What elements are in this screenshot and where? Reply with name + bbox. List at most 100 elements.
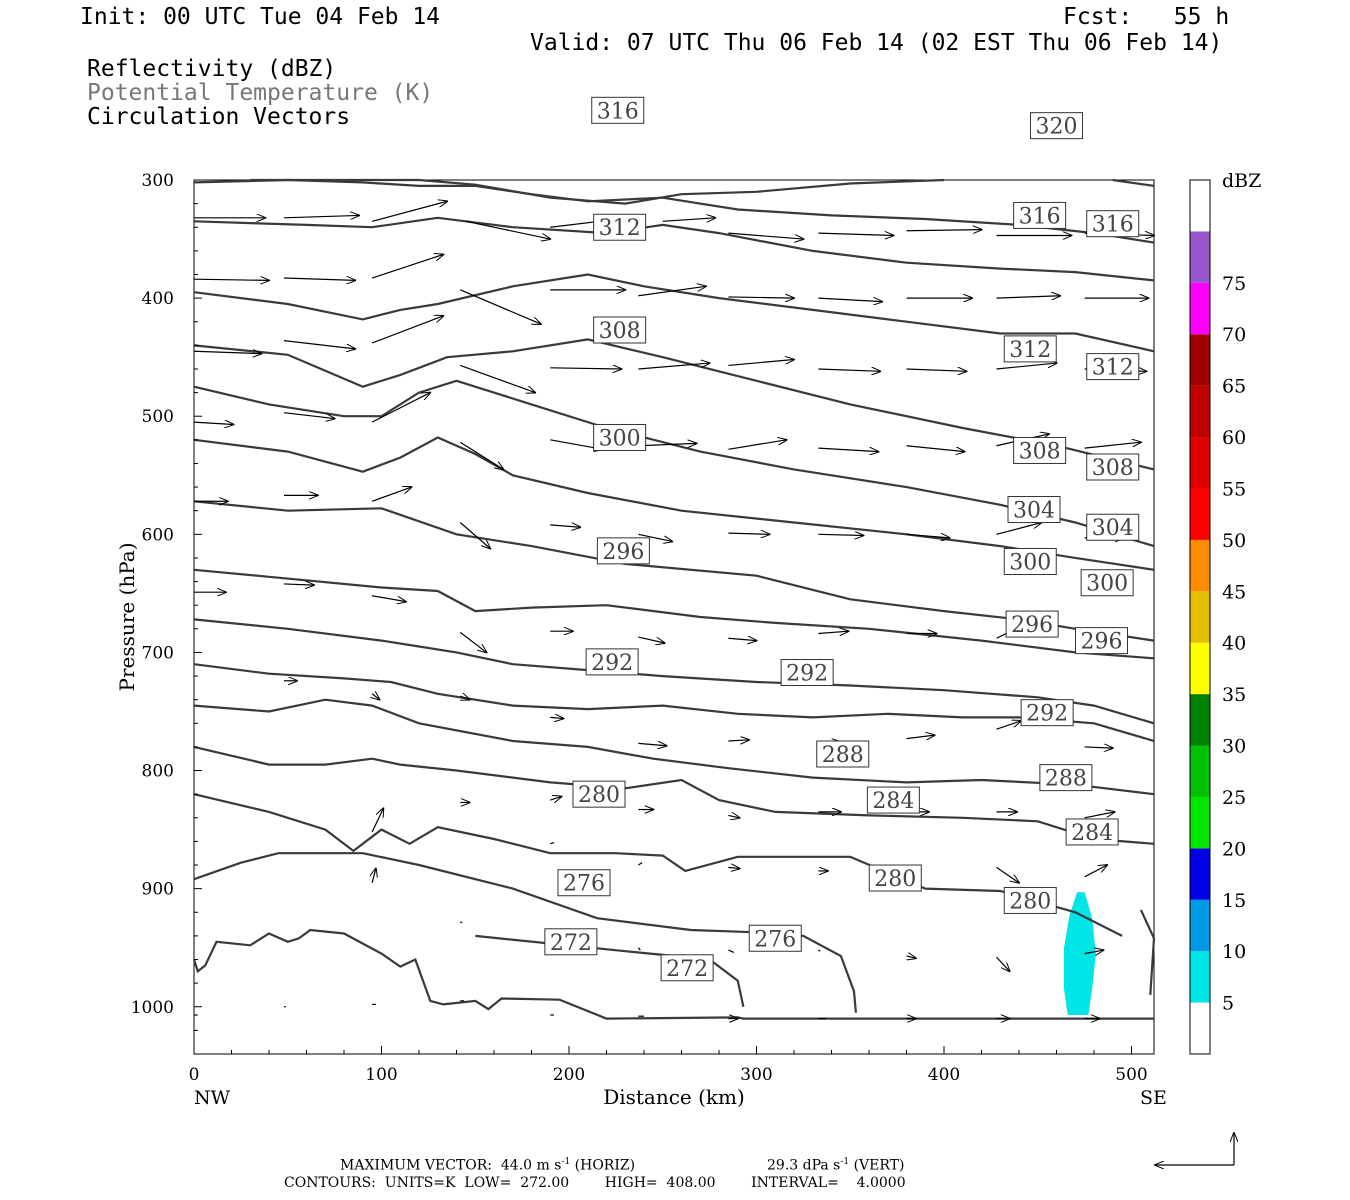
circulation-vector [1084, 865, 1108, 878]
colorbar-label-65: 65 [1222, 376, 1246, 398]
circulation-vector [728, 360, 794, 367]
contour-label-box [1086, 353, 1140, 381]
circulation-vector [728, 533, 769, 534]
contour-label-text: 308 [599, 319, 641, 344]
circulation-vector [996, 956, 1010, 971]
circulation-vector [372, 595, 406, 602]
contour-label-296: 296 [1075, 627, 1128, 655]
circulation-vector [728, 867, 739, 868]
theta-contour-312 [193, 379, 1155, 548]
circulation-vector [728, 740, 749, 741]
contour-label-text: 316 [597, 99, 639, 124]
contour-label-box [780, 659, 834, 687]
contour-label-box [1003, 886, 1057, 914]
contour-label-box [593, 213, 647, 241]
circulation-vector [460, 289, 541, 324]
contour-label-box [816, 740, 870, 768]
contour-label-308: 308 [1013, 436, 1067, 464]
colorbar-segment [1190, 848, 1210, 900]
contour-label-text: 296 [1011, 613, 1053, 638]
contour-label-text: 272 [550, 931, 592, 956]
circulation-vector [728, 232, 803, 239]
circulation-vector [550, 797, 561, 801]
theta-contour-332 [250, 178, 945, 205]
colorbar-label-30: 30 [1222, 736, 1246, 758]
y-axis-title: Pressure (hPa) [115, 543, 139, 692]
contour-label-316: 316 [1013, 201, 1067, 229]
valid-time-label: Valid: 07 UTC Thu 06 Feb 14 (02 EST Thu … [530, 30, 1223, 56]
circulation-vector [996, 721, 1021, 730]
contour-label-box [1007, 496, 1061, 524]
contour-label-312: 312 [593, 213, 647, 241]
contour-label-text: 296 [602, 540, 644, 565]
colorbar-label-10: 10 [1222, 941, 1246, 963]
colorbar-frame [1189, 179, 1211, 1055]
contour-label-292: 292 [780, 659, 834, 687]
y-tick-label-700: 700 [142, 643, 174, 663]
contour-label-276: 276 [557, 869, 611, 897]
contour-label-text: 292 [591, 651, 633, 676]
contour-label-text: 300 [1009, 550, 1051, 575]
colorbar-units: dBZ [1222, 170, 1261, 192]
circulation-vector [996, 363, 1057, 370]
circulation-vector [459, 522, 490, 549]
contour-label-box [1039, 764, 1093, 792]
colorbar-segment [1190, 385, 1210, 438]
colorbar-label-75: 75 [1222, 273, 1246, 295]
contour-label-box [866, 786, 920, 814]
colorbar-label-40: 40 [1222, 633, 1246, 655]
contour-label-text: 292 [1026, 702, 1068, 727]
x-tick-label-200: 200 [553, 1065, 585, 1085]
footer-max-vector-horiz: MAXIMUM VECTOR: 44.0 m s-1 (HORIZ) [340, 1157, 636, 1174]
contour-label-text: 312 [599, 216, 641, 241]
contour-label-box [1013, 201, 1067, 229]
contour-label-box [591, 96, 645, 124]
contour-label-308: 308 [593, 316, 647, 344]
contour-label-box [585, 648, 639, 676]
colorbar-label-70: 70 [1222, 324, 1246, 346]
contour-label-304: 304 [1007, 496, 1061, 524]
contour-label-text: 292 [786, 662, 828, 687]
contour-label-280: 280 [868, 864, 922, 892]
contour-label-292: 292 [585, 648, 639, 676]
x-tick-label-300: 300 [740, 1065, 772, 1085]
legend-reflectivity: Reflectivity (dBZ) [87, 56, 337, 82]
circulation-vector [996, 296, 1061, 298]
contour-label-box [1013, 436, 1067, 464]
contour-label-284: 284 [866, 786, 920, 814]
circulation-vector [193, 279, 269, 280]
colorbar-segment [1190, 745, 1210, 797]
contour-label-280: 280 [572, 780, 626, 808]
circulation-vector [818, 448, 878, 452]
colorbar-segment [1190, 951, 1210, 1003]
contour-label-box [1075, 627, 1128, 655]
circulation-vector [1084, 812, 1115, 819]
contour-label-box [572, 780, 626, 808]
colorbar-label-50: 50 [1222, 530, 1246, 552]
contour-label-text: 288 [822, 743, 864, 768]
circulation-vector [818, 298, 882, 302]
colorbar-label-5: 5 [1222, 993, 1234, 1015]
theta-contour-328 [193, 178, 1155, 244]
colorbar-segment [1190, 437, 1210, 489]
contour-label-box [868, 864, 922, 892]
circulation-vector [283, 412, 335, 419]
circulation-vector [728, 949, 735, 953]
contour-label-272: 272 [660, 954, 714, 982]
colorbar-label-15: 15 [1222, 890, 1246, 912]
theta-contour-276 [193, 852, 857, 1013]
colorbar-label-45: 45 [1222, 581, 1246, 603]
x-tick-label-500: 500 [1115, 1065, 1147, 1085]
circulation-vector [638, 862, 643, 866]
contour-label-box [544, 928, 598, 956]
footer-max-vector-vert: 29.3 dPa s-1 (VERT) [767, 1157, 905, 1174]
contour-label-316: 316 [1086, 210, 1140, 238]
contour-label-300: 300 [1003, 547, 1057, 575]
circulation-vector [550, 525, 580, 527]
circulation-vector [371, 316, 443, 344]
colorbar-segment [1190, 488, 1210, 540]
contour-label-316: 316 [591, 96, 645, 124]
colorbar-label-55: 55 [1222, 478, 1246, 500]
colorbar-segment [1190, 796, 1210, 849]
reflectivity-area-5dbz [1064, 892, 1096, 1016]
